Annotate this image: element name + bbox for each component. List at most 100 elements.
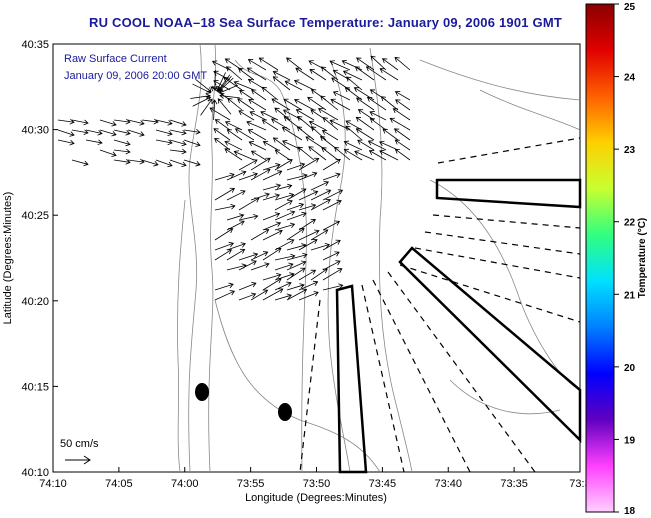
current-vector xyxy=(286,188,307,201)
current-vector xyxy=(322,220,341,231)
y-tick-label: 40:35 xyxy=(21,39,49,51)
current-vector xyxy=(113,129,131,136)
current-vector xyxy=(356,97,375,111)
colorbar-ticks: 25 24 23 22 21 20 19 18 xyxy=(614,2,636,517)
current-vector xyxy=(192,83,212,94)
current-vector xyxy=(310,126,327,141)
colorbar-tick-label: 22 xyxy=(624,218,636,229)
current-vector xyxy=(155,129,173,137)
current-vector xyxy=(155,159,173,168)
current-vector xyxy=(247,59,267,71)
current-vector xyxy=(298,291,319,301)
current-vector xyxy=(238,159,258,171)
current-vector xyxy=(85,129,103,136)
current-vector xyxy=(380,96,399,111)
current-vector xyxy=(246,120,267,131)
current-vector xyxy=(274,293,292,301)
current-vector xyxy=(322,239,341,251)
y-tick-labels: 40:35 40:30 40:25 40:20 40:15 40:10 xyxy=(21,39,58,479)
current-vector xyxy=(226,170,247,181)
y-tick-label: 40:25 xyxy=(21,210,49,222)
current-vector xyxy=(155,139,173,146)
current-vector xyxy=(274,253,296,261)
current-vector xyxy=(238,172,258,181)
current-vector xyxy=(353,87,375,101)
current-vector xyxy=(217,74,231,92)
current-vector xyxy=(369,111,387,121)
current-vector xyxy=(225,66,243,81)
current-vector xyxy=(57,139,75,146)
current-vector xyxy=(382,128,399,141)
current-vector xyxy=(250,229,270,241)
current-vector xyxy=(365,66,387,81)
current-vector xyxy=(183,159,201,167)
current-vector xyxy=(298,171,318,181)
current-vector xyxy=(381,58,399,71)
current-vector xyxy=(286,260,307,271)
current-vector xyxy=(262,140,279,151)
current-vector xyxy=(237,98,255,111)
x-tick-label: 73:35 xyxy=(500,478,528,490)
x-tick-label: 74:00 xyxy=(171,478,199,490)
colorbar-label: Temperature (°C) xyxy=(637,218,648,299)
current-vector xyxy=(237,67,255,81)
current-vector xyxy=(57,118,75,125)
y-tick-label: 40:20 xyxy=(21,296,49,308)
current-vector xyxy=(224,140,243,151)
current-vector xyxy=(183,139,201,147)
current-vector xyxy=(343,148,363,161)
current-vector xyxy=(238,197,260,211)
current-vector xyxy=(394,91,411,101)
current-vector xyxy=(274,159,293,171)
current-vector xyxy=(357,139,375,151)
current-vector xyxy=(282,109,303,121)
current-vector xyxy=(370,55,387,71)
current-vector xyxy=(295,67,315,81)
current-vectors xyxy=(57,55,411,301)
current-vector xyxy=(284,80,303,91)
current-vector xyxy=(200,98,213,116)
current-vector xyxy=(249,111,267,121)
current-vector xyxy=(274,262,294,271)
current-vector xyxy=(346,76,363,91)
station-marker-1 xyxy=(195,383,209,401)
current-vector xyxy=(274,192,295,201)
current-vector xyxy=(286,228,305,241)
current-vector xyxy=(298,280,319,291)
current-vector xyxy=(224,148,243,161)
current-vector xyxy=(310,189,332,201)
current-vector xyxy=(250,251,269,261)
current-vector xyxy=(342,70,363,81)
current-vector xyxy=(332,91,351,101)
current-vector xyxy=(330,98,351,111)
current-vector xyxy=(261,119,279,131)
current-vector xyxy=(309,68,327,81)
current-vector xyxy=(394,56,411,71)
current-vector xyxy=(286,252,308,261)
x-tick-label: 73:45 xyxy=(369,478,397,490)
colorbar-tick-label: 25 xyxy=(624,2,636,13)
current-vector xyxy=(317,108,339,121)
current-vector xyxy=(238,110,255,121)
current-vector xyxy=(379,149,399,161)
x-axis-label: Longitude (Degrees:Minutes) xyxy=(245,492,387,504)
current-vector xyxy=(395,99,411,111)
scale-label: 50 cm/s xyxy=(60,438,99,450)
current-vector xyxy=(369,118,387,131)
current-vector xyxy=(286,288,308,301)
current-vector xyxy=(214,282,234,291)
y-tick-label: 40:15 xyxy=(21,381,49,393)
current-vector xyxy=(246,67,267,81)
current-vector xyxy=(310,229,329,241)
current-vector xyxy=(274,183,293,191)
current-vector xyxy=(343,140,363,151)
current-vector xyxy=(113,159,131,165)
current-vector xyxy=(226,213,245,221)
current-vector xyxy=(214,228,234,241)
x-tick-label: 73:3 xyxy=(569,478,590,490)
current-vector xyxy=(214,249,233,261)
current-vector xyxy=(354,66,375,81)
current-vector xyxy=(250,289,269,301)
current-vector xyxy=(297,115,315,131)
current-vector xyxy=(270,118,291,131)
